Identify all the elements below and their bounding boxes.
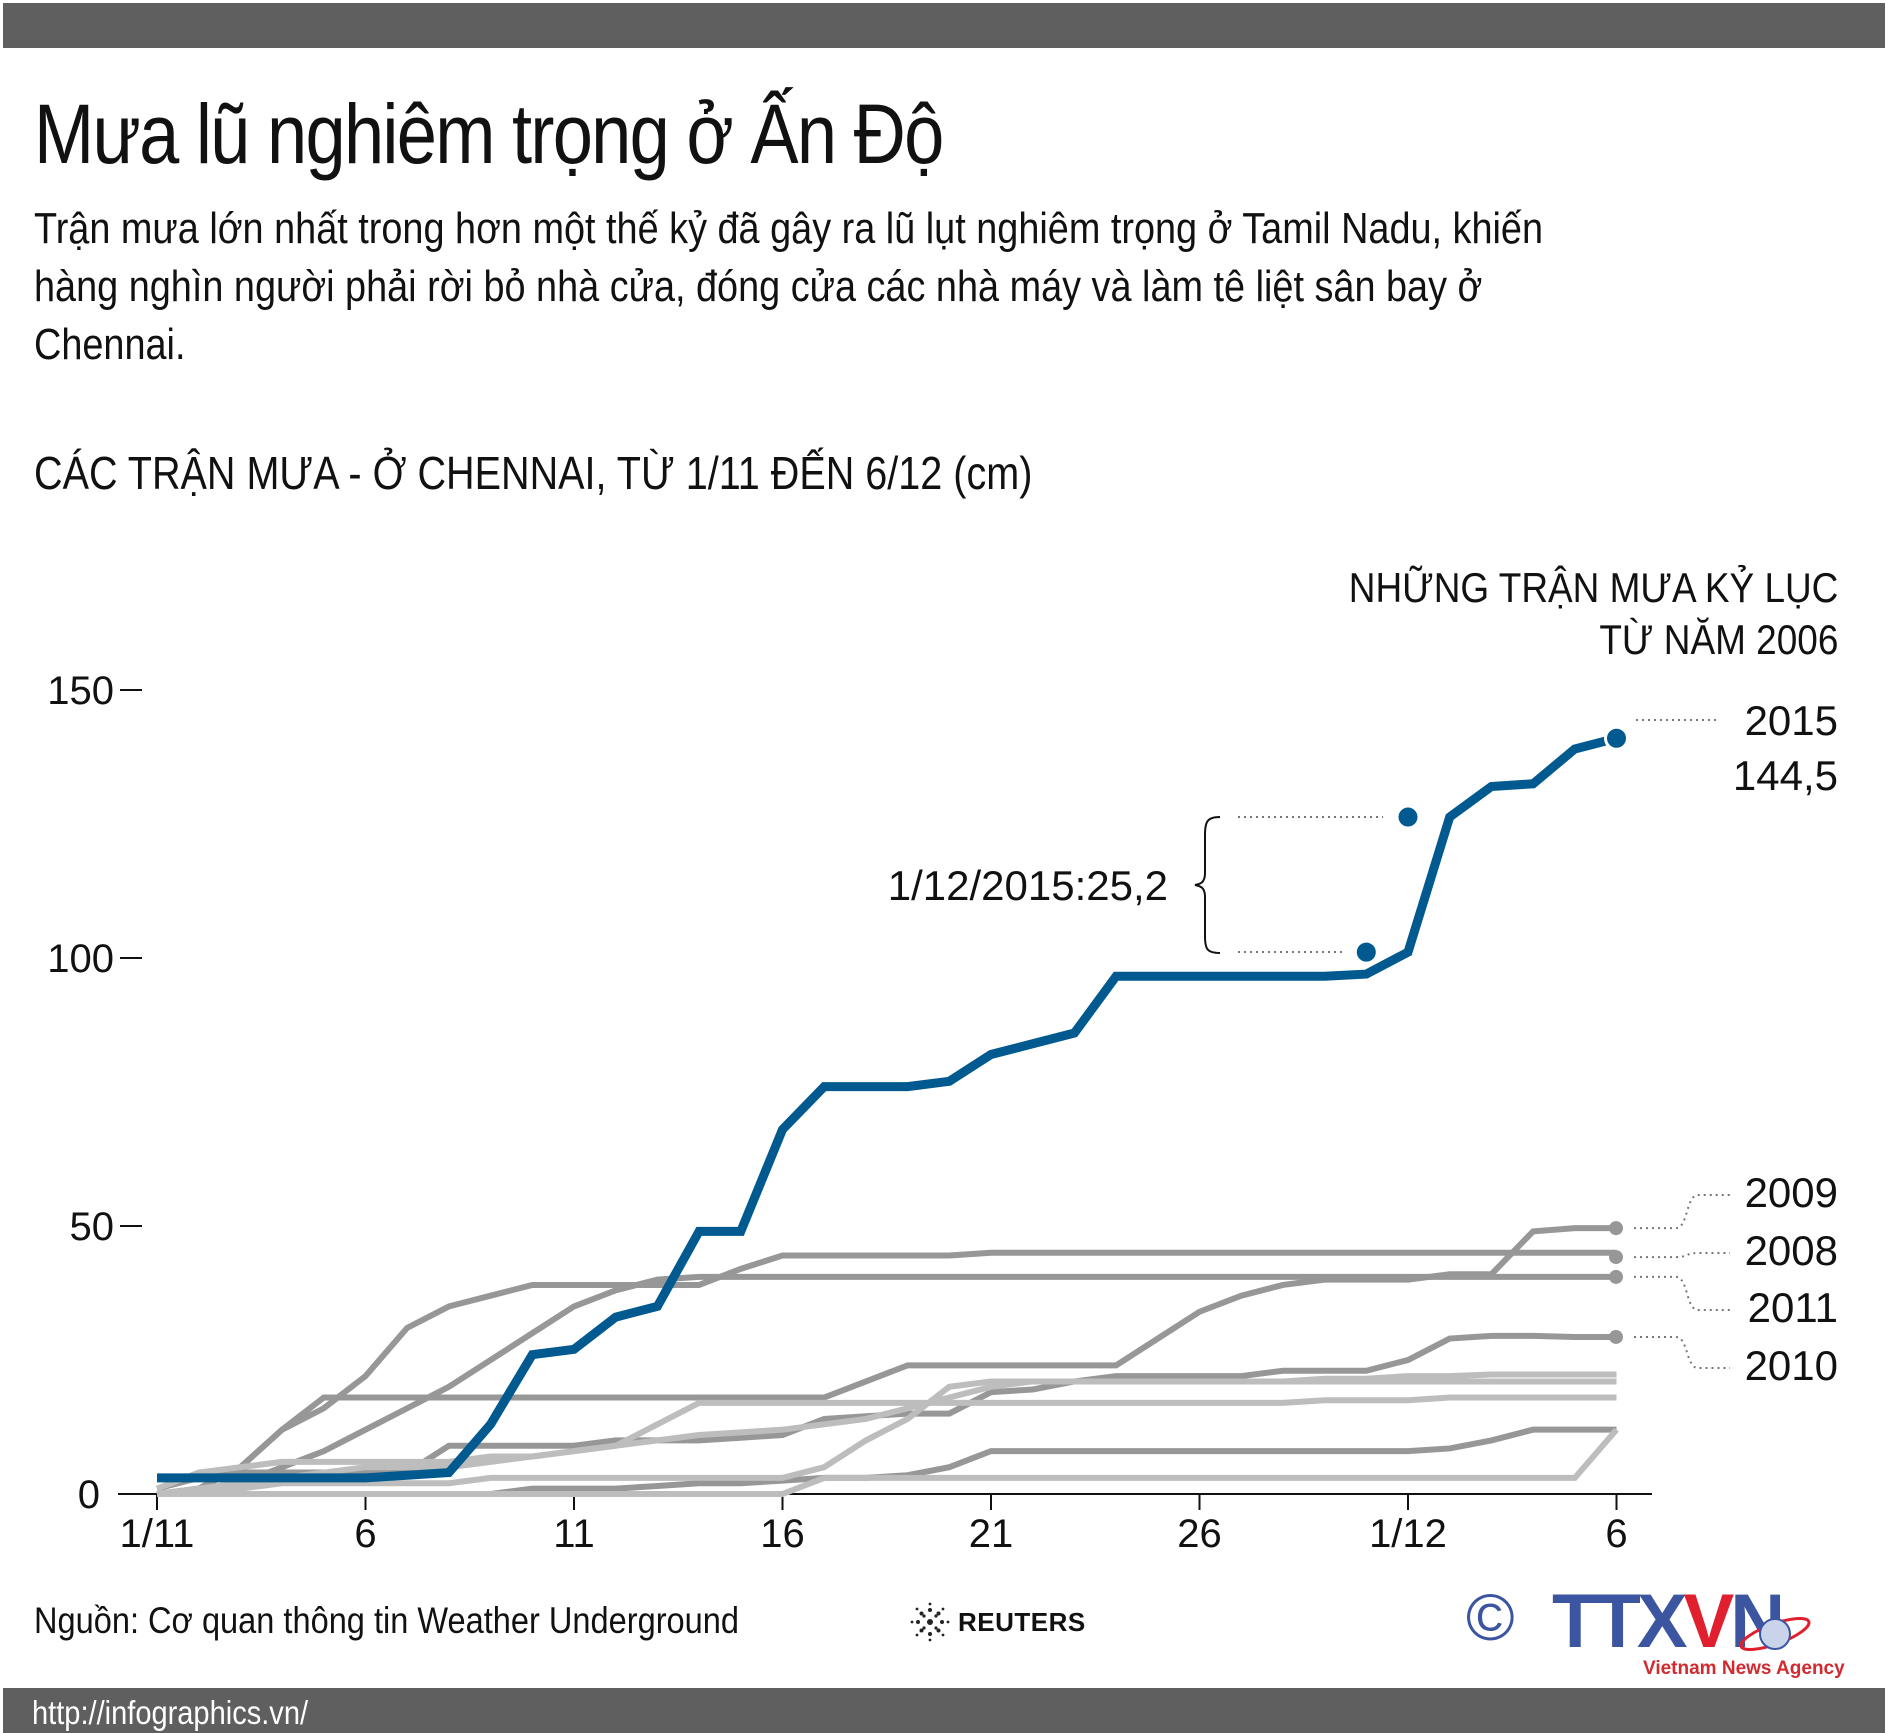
top-bar [3,3,1885,48]
line-2008 [156,1249,1617,1497]
highlight-line [157,725,1629,1483]
chart-title: CÁC TRẬN MƯA - Ở CHENNAI, TỪ 1/11 ĐẾN 6/… [34,447,1033,499]
leader-line [1634,1252,1730,1259]
highlight-dot [1604,725,1629,751]
x-tick-label: 1/12 [1369,1512,1447,1556]
footer-bar [3,1688,1885,1733]
agency-name: Vietnam News Agency [1643,1658,1845,1679]
reuters-label: REUTERS [958,1606,1086,1637]
x-tick-label: 16 [760,1512,805,1556]
reuters-logo: REUTERS [910,1602,1086,1642]
y-tick-label: 150 [47,669,114,713]
highlight-dot [1353,939,1379,965]
end-dot-2008 [1609,1250,1623,1265]
y-tick-label: 100 [47,937,114,981]
record-label: NHỮNG TRẬN MƯA KỶ LỤC TỪ NĂM 2006 [1348,562,1838,666]
end-dot-2009 [1609,1221,1623,1236]
record-label-line1: NHỮNG TRẬN MƯA KỶ LỤC [1348,564,1838,611]
end-dot-2011 [1609,1269,1623,1284]
line-2010 [156,1225,1617,1497]
x-tick-label: 6 [354,1512,376,1556]
highlight-dot [1395,804,1421,830]
axes: 1/11 6 11 16 21 26 1/12 6 0 50 100 150 [47,669,1652,1556]
annotations: 1/12/2015:25,2 2015 144,5 [888,697,1838,954]
reuters-dots-icon [910,1602,950,1642]
label-2015: 2015 [1745,697,1838,744]
y-tick-label: 0 [78,1473,100,1517]
end-label-2009: 2009 [1745,1169,1838,1216]
leader-line [1634,1335,1730,1369]
end-label-2010: 2010 [1745,1342,1838,1389]
line-other-b [155,1394,1617,1492]
end-labels: 2009 2008 2011 2010 [1609,1169,1838,1389]
bracket-icon [1194,816,1221,954]
value-2015: 144,5 [1733,752,1838,799]
gray-lines [155,1225,1619,1497]
end-label-2008: 2008 [1745,1227,1838,1274]
leader-line [1634,1275,1730,1311]
x-tick-label: 1/11 [120,1512,195,1556]
line-other-c [156,1371,1617,1497]
line-other-d [156,1378,1617,1497]
end-dot-2010 [1609,1329,1623,1344]
x-tick-label: 11 [553,1512,595,1556]
line-2015 [157,733,1618,1483]
source-text: Nguồn: Cơ quan thông tin Weather Undergr… [34,1600,739,1641]
y-tick-label: 50 [70,1205,115,1249]
x-tick-label: 26 [1177,1512,1222,1556]
globe-icon [1739,1617,1811,1651]
x-tick-label: 6 [1605,1512,1627,1556]
subtitle: Trận mưa lớn nhất trong hơn một thế kỷ đ… [34,204,1544,369]
logo-v: V [1683,1579,1735,1664]
logo-ttx: TTX [1552,1579,1688,1664]
end-label-2011: 2011 [1748,1284,1838,1331]
copyright-icon: © [1466,1580,1515,1654]
record-label-line2: TỪ NĂM 2006 [1598,616,1838,663]
page-title: Mưa lũ nghiêm trọng ở Ấn Độ [34,87,944,181]
line-other-e [157,1427,1619,1497]
bracket-label: 1/12/2015:25,2 [888,862,1168,909]
leader-line [1634,1194,1730,1230]
x-tick-label: 21 [969,1512,1014,1556]
footer-url[interactable]: http://infographics.vn/ [32,1694,309,1731]
